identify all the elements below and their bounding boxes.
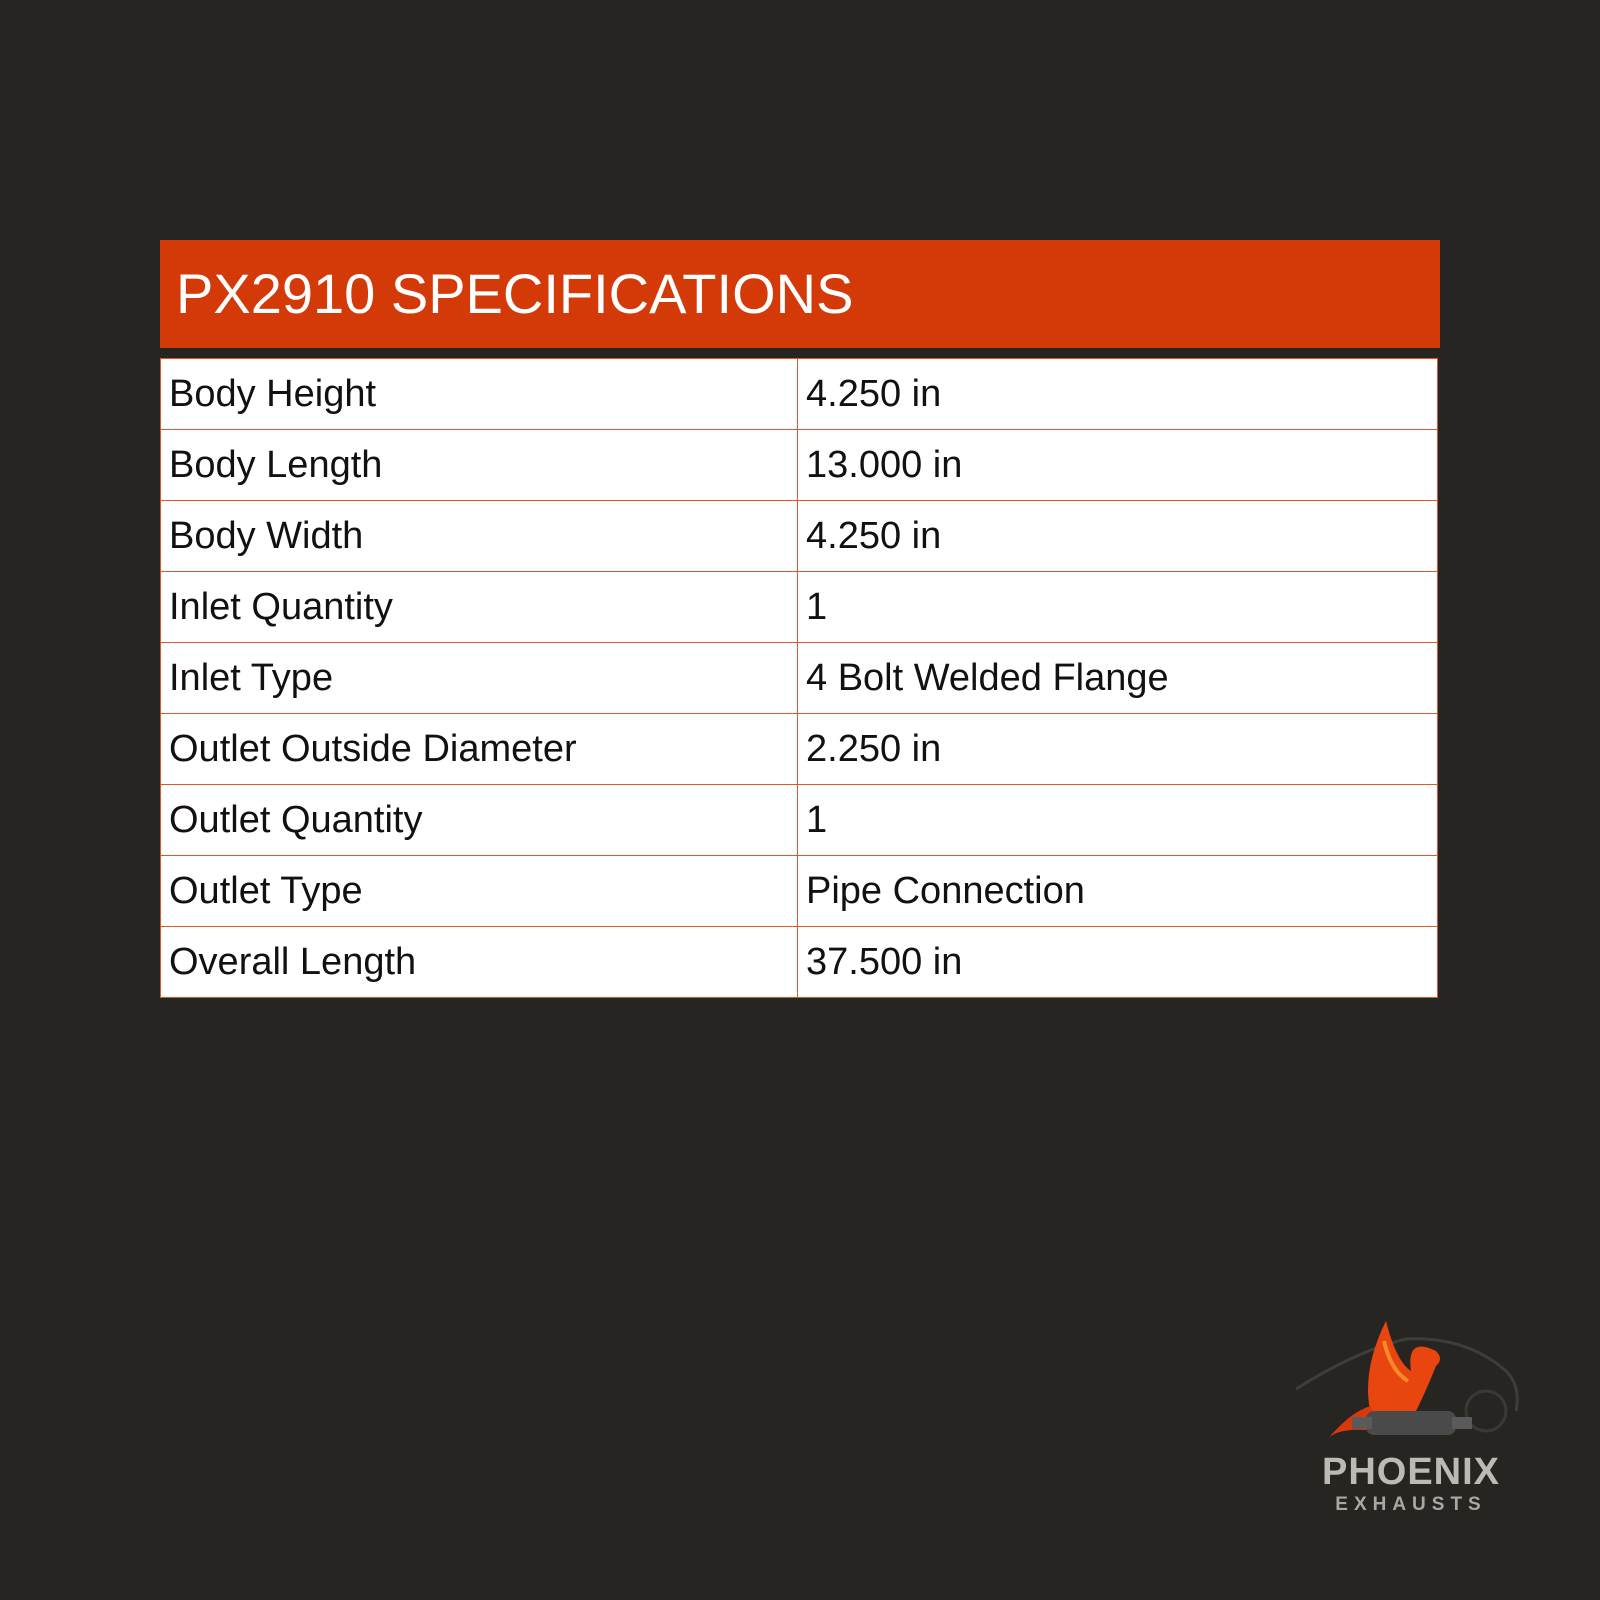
table-row: Body Height 4.250 in [160,358,1438,430]
table-row: Outlet Outside Diameter 2.250 in [160,713,1438,785]
spec-label: Body Width [160,500,798,572]
spec-label: Outlet Quantity [160,784,798,856]
logo-subtitle: EXHAUSTS [1335,1494,1487,1515]
spec-value: 4.250 in [797,358,1438,430]
table-row: Body Width 4.250 in [160,500,1438,572]
table-row: Overall Length 37.500 in [160,926,1438,998]
brand-logo: PHOENIX EXHAUSTS [1295,1311,1526,1516]
spec-label: Inlet Quantity [160,571,798,643]
spec-value: 4 Bolt Welded Flange [797,642,1438,714]
spec-label: Outlet Outside Diameter [160,713,798,785]
spec-label: Inlet Type [160,642,798,714]
table-row: Outlet Type Pipe Connection [160,855,1438,927]
table-row: Inlet Quantity 1 [160,571,1438,643]
spec-label: Outlet Type [160,855,798,927]
spec-label: Body Length [160,429,798,501]
spec-header: PX2910 SPECIFICATIONS [160,240,1440,348]
table-row: Inlet Type 4 Bolt Welded Flange [160,642,1438,714]
spec-value: 1 [797,784,1438,856]
table-row: Body Length 13.000 in [160,429,1438,501]
spec-value: 2.250 in [797,713,1438,785]
phoenix-icon [1295,1321,1519,1441]
table-row: Outlet Quantity 1 [160,784,1438,856]
page-title: PX2910 SPECIFICATIONS [176,262,854,325]
spec-value: 37.500 in [797,926,1438,998]
spec-label: Overall Length [160,926,798,998]
spec-label: Body Height [160,358,798,430]
spec-table: Body Height 4.250 in Body Length 13.000 in B… [160,358,1438,998]
spec-value: 13.000 in [797,429,1438,501]
spec-value: 4.250 in [797,500,1438,572]
logo-name: PHOENIX [1321,1451,1501,1493]
spec-value: Pipe Connection [797,855,1438,927]
spec-value: 1 [797,571,1438,643]
